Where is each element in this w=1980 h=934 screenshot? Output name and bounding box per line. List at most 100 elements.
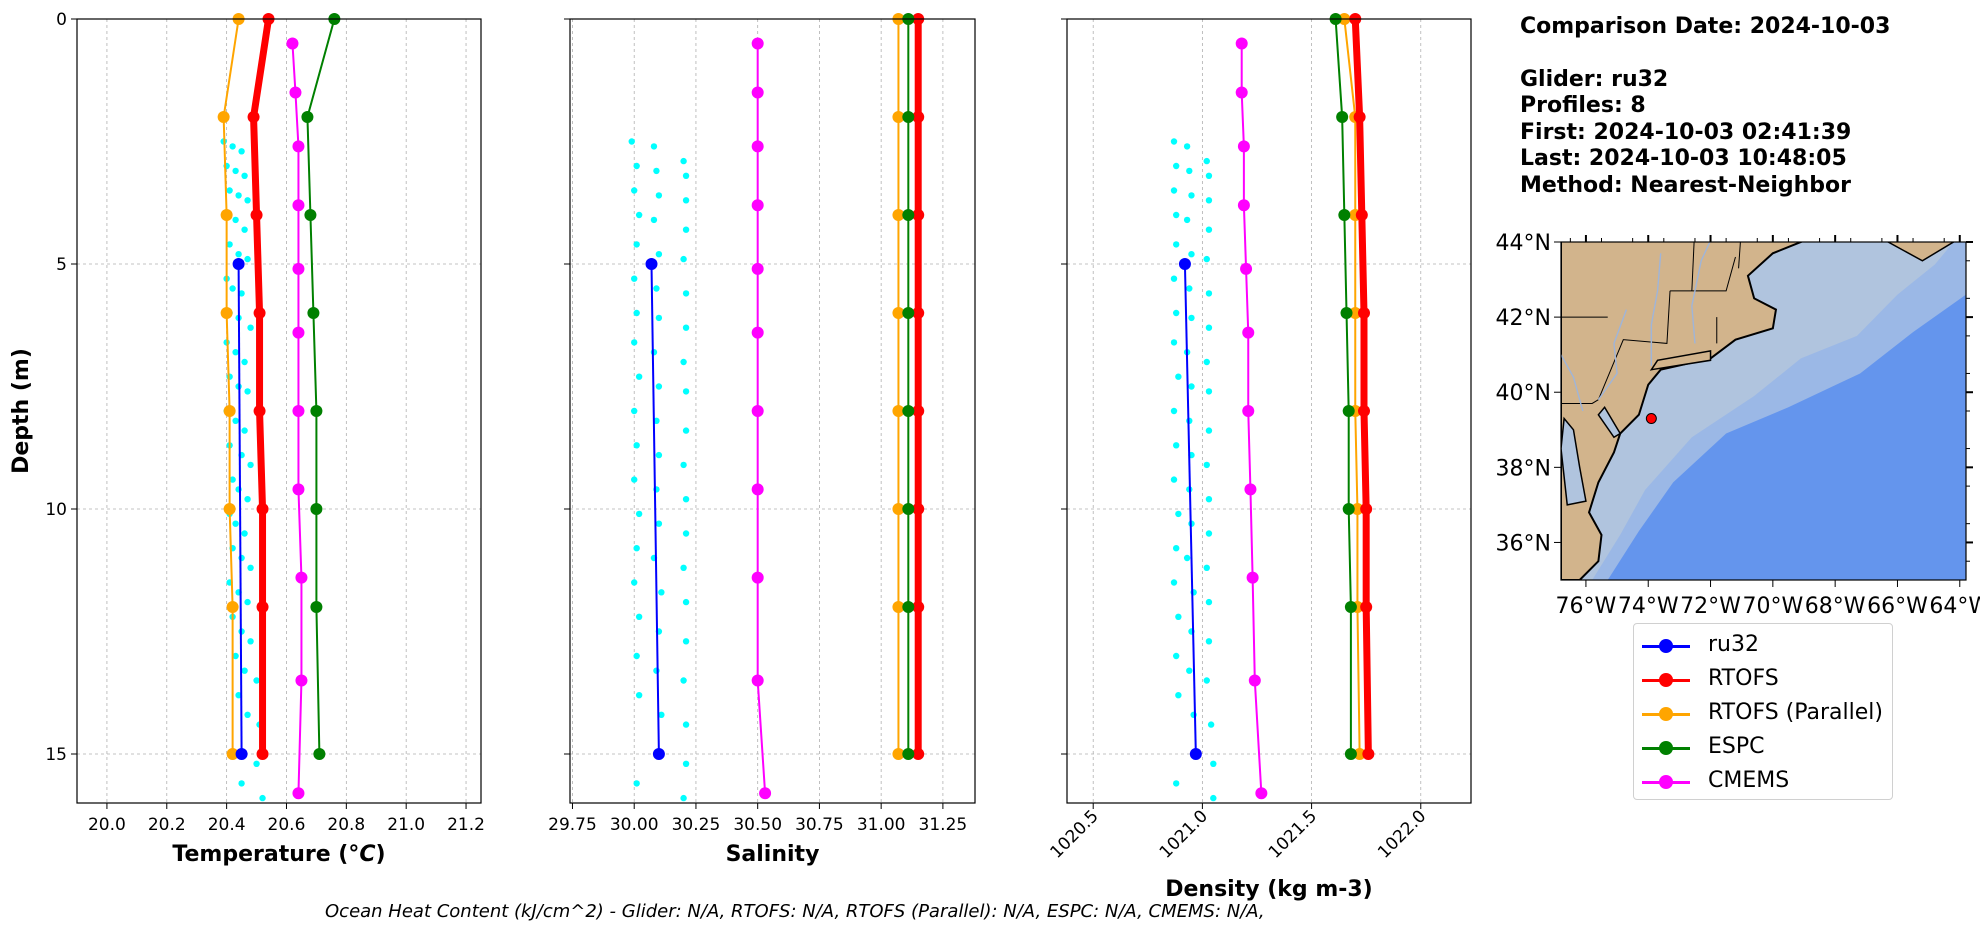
series-point	[1344, 601, 1357, 613]
series-point	[292, 140, 305, 153]
glider-raw-point	[1186, 285, 1193, 292]
chart-legend: ru32 RTOFS RTOFS (Parallel) ESPC CMEMS	[1633, 623, 1893, 800]
series-point	[645, 258, 658, 270]
glider-raw-point	[229, 143, 236, 150]
series-point	[751, 262, 764, 275]
series-point	[223, 405, 236, 417]
series-point	[902, 748, 915, 760]
series-point	[292, 199, 305, 212]
x-tick-label: 31.25	[919, 815, 968, 835]
glider-raw-point	[682, 388, 690, 395]
series-point	[292, 483, 305, 496]
glider-raw-point	[680, 564, 687, 571]
glider-raw-point	[1210, 760, 1217, 767]
glider-raw-point	[680, 794, 687, 802]
state-border	[1670, 256, 1736, 292]
series-point	[902, 601, 915, 613]
legend-label: ESPC	[1708, 734, 1765, 759]
glider-raw-point	[1205, 388, 1213, 395]
series-point	[1242, 326, 1255, 339]
series-point	[751, 405, 764, 417]
series-point	[307, 307, 320, 319]
series-point	[1244, 483, 1257, 496]
series-point	[912, 503, 925, 515]
glider-raw-point	[238, 290, 245, 297]
glider-raw-point	[1175, 613, 1182, 620]
series-point	[892, 405, 905, 417]
series-point	[295, 571, 308, 584]
glider-raw-point	[682, 226, 690, 233]
legend-item-espc: ESPC	[1634, 729, 1892, 763]
glider-raw-point	[244, 255, 251, 263]
series-line-rtofs	[1351, 18, 1372, 755]
series-point	[256, 503, 269, 515]
glider-raw-point	[680, 157, 687, 165]
glider-raw-point	[1203, 157, 1210, 165]
glider-raw-point	[232, 216, 239, 224]
temperature-panel: 20.0 20.2 20.4 20.6 20.8 21.0 21.2 0 5 10 15 Temper…	[9, 10, 485, 867]
glider-raw-point	[244, 388, 251, 395]
glider-raw-point	[1172, 442, 1180, 449]
x-tick-label: 21.0	[387, 815, 425, 835]
state-border	[1561, 399, 1599, 404]
series-line-rtofs-parallel-	[1343, 18, 1361, 755]
series-point	[220, 307, 233, 319]
glider-raw-point	[247, 461, 254, 469]
glider-raw-point	[238, 780, 245, 787]
series-point	[310, 503, 323, 515]
x-tick-label: 20.0	[88, 815, 126, 835]
x-tick-label: 1021.0	[1156, 806, 1212, 862]
lon-tick-label: 68°W	[1805, 594, 1866, 619]
series-point	[1357, 307, 1370, 319]
series-point	[1344, 748, 1357, 760]
glider-raw-point	[1175, 692, 1182, 699]
series-point	[235, 748, 248, 760]
glider-raw-point	[259, 794, 266, 802]
series-point	[1340, 307, 1353, 319]
x-tick-label: 20.4	[208, 815, 246, 835]
series-point	[912, 601, 925, 613]
glider-raw-point	[1186, 667, 1193, 674]
y-axis-label: Depth (m)	[9, 348, 34, 474]
glider-raw-point	[1210, 794, 1217, 802]
glider-raw-point	[1205, 598, 1213, 606]
glider-raw-point	[633, 309, 640, 317]
lon-tick-label: 76°W	[1556, 594, 1617, 619]
glider-raw-point	[1172, 545, 1180, 552]
series-point	[217, 111, 230, 123]
glider-raw-point	[1183, 143, 1191, 150]
x-tick-label: 20.6	[268, 815, 306, 835]
series-point	[1342, 405, 1355, 417]
glider-raw-point	[655, 251, 663, 258]
legend-item-cmems: CMEMS	[1634, 763, 1892, 797]
glider-raw-point	[238, 148, 245, 155]
long-island	[1649, 350, 1712, 371]
series-point	[751, 140, 764, 153]
series-line-ru32	[1183, 263, 1197, 755]
x-tick-label: 29.75	[548, 815, 597, 835]
series-point	[292, 405, 305, 417]
glider-raw-point	[1172, 780, 1180, 787]
series-point	[292, 262, 305, 275]
y-tick-label: 0	[56, 10, 67, 30]
glider-raw-point	[1186, 167, 1193, 175]
river	[1691, 242, 1711, 344]
lon-tick-label: 72°W	[1680, 594, 1741, 619]
glider-raw-point	[244, 496, 251, 503]
glider-raw-point	[633, 780, 640, 787]
lat-tick-label: 42°N	[1496, 306, 1551, 331]
series-point	[310, 405, 323, 417]
glider-raw-point	[682, 721, 690, 728]
series-point	[1178, 258, 1191, 270]
glider-raw-point	[682, 197, 690, 204]
glider-raw-point	[653, 167, 660, 175]
glider-raw-point	[633, 442, 640, 449]
glider-location-map: 76°W 74°W 72°W 70°W 68°W 66°W 64°W 44°N 42°N 40°N…	[1496, 231, 1980, 619]
series-point	[1353, 111, 1366, 123]
series-point	[892, 209, 905, 221]
series-line-ru32	[237, 263, 243, 755]
glider-raw-point	[1203, 358, 1210, 366]
glider-raw-point	[1183, 216, 1191, 224]
lon-tick-label: 64°W	[1929, 594, 1980, 619]
series-point	[1353, 748, 1366, 760]
